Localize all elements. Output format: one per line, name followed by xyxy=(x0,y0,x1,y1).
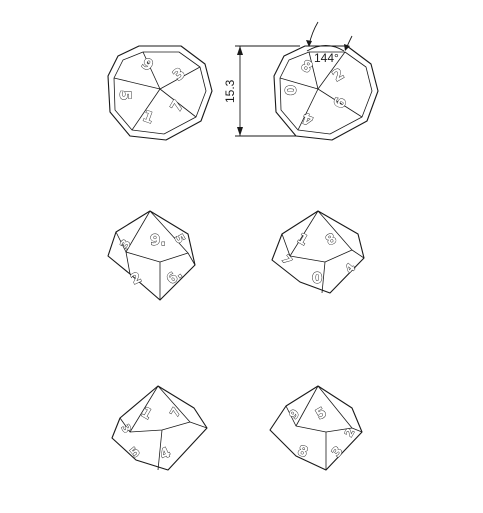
die-side-view-mid-left: 9. 2 6. 3 5 xyxy=(107,210,196,301)
die-side-view-mid-right: 1 8 0 7 4 xyxy=(271,210,365,294)
numeral-label: 0 xyxy=(312,269,322,287)
numeral-label: 5 xyxy=(116,90,134,100)
angle-dimension-label: 144° xyxy=(314,51,339,65)
die-side-view-bottom-right: 9 5 8 3 2 xyxy=(269,385,363,471)
die-top-view-right: 8 2 0 6 4 144° 15.3 xyxy=(223,21,379,141)
numeral-label: 0 xyxy=(281,85,299,95)
height-dimension-label: 15.3 xyxy=(223,79,237,103)
numeral-label: 9. xyxy=(150,231,166,249)
die-top-view-left: 9 3 5 7 1 xyxy=(107,45,213,141)
angle-dimension: 144° xyxy=(306,21,353,65)
die-side-view-bottom-left: 1 7 4 5 3 xyxy=(111,385,208,471)
height-dimension: 15.3 xyxy=(223,45,300,137)
